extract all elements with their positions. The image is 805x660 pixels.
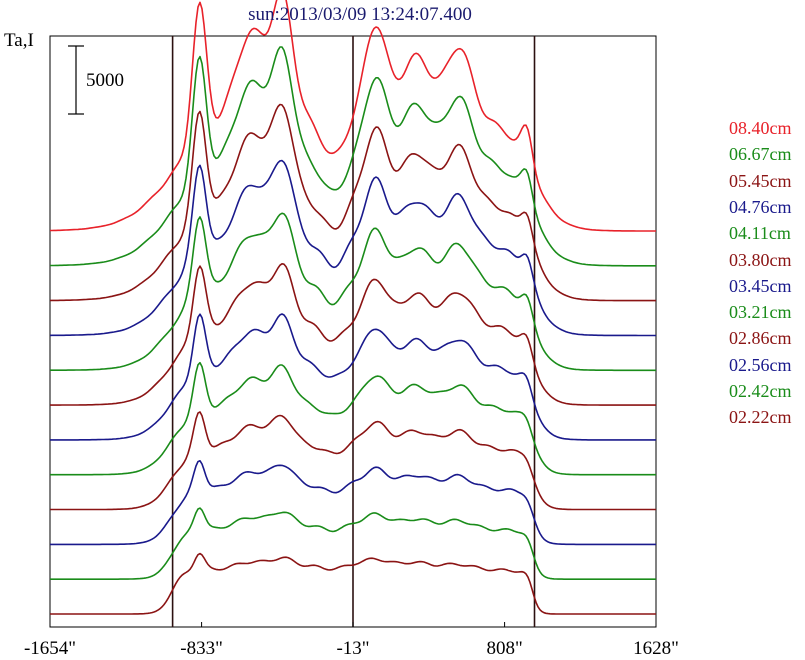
legend-item: 03.45cm [729,275,792,296]
legend-item: 03.80cm [729,249,792,270]
series-line-06.67cm [50,46,656,267]
series-line-02.86cm [50,411,656,511]
series-line-08.40cm [50,0,656,232]
chart-title: sun:2013/03/09 13:24:07.400 [248,4,472,25]
x-tick-label: 1628" [633,638,679,659]
legend-item: 02.56cm [729,354,792,375]
scale-bar-label: 5000 [86,70,124,91]
legend-item: 04.76cm [729,196,792,217]
series-line-05.45cm [49,103,656,302]
legend-item: 05.45cm [729,170,792,191]
series-line-03.45cm [50,313,656,441]
legend-item: 02.22cm [729,407,792,428]
legend-item: 06.67cm [729,144,792,165]
x-tick-label: -833" [180,638,223,659]
legend-item: 04.11cm [729,223,791,244]
series-line-02.42cm [50,507,656,580]
x-tick-label: 808" [486,638,523,659]
legend-item: 02.42cm [729,381,792,401]
legend-item: 02.86cm [729,328,792,349]
series-line-02.56cm [50,460,656,546]
series-line-02.22cm [50,552,656,615]
legend-item: 03.21cm [729,302,792,323]
x-tick-label: -1654" [23,638,77,659]
series-line-04.76cm [49,159,656,337]
y-axis-label: Ta,I [4,30,34,51]
series-line-04.11cm [50,212,656,372]
series-line-03.21cm [50,361,656,476]
legend-item: 08.40cm [729,118,792,138]
series-line-03.80cm [50,263,656,406]
x-tick-label: -13" [336,638,370,659]
